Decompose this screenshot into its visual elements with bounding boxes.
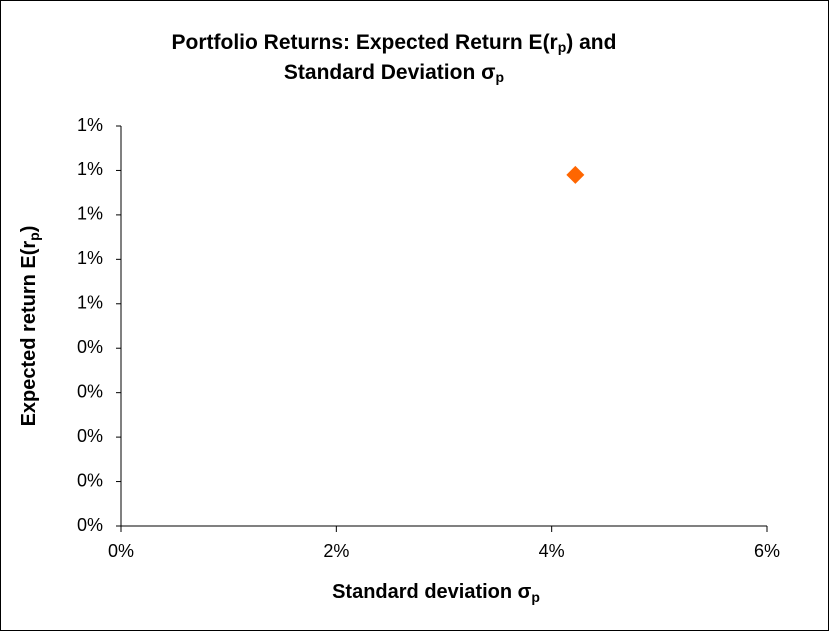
y-tick-label: 0%	[77, 426, 103, 446]
y-axis-label-part: p	[26, 232, 42, 241]
chart-title-part: Standard Deviation σ	[284, 61, 496, 84]
y-tick-label: 0%	[77, 337, 103, 357]
y-axis-label-part: )	[18, 226, 40, 233]
y-tick-label: 1%	[77, 293, 103, 313]
chart-title: Standard Deviation σp	[284, 61, 504, 85]
chart-title-part: Portfolio Returns: Expected Return E(r	[172, 31, 558, 54]
y-tick-label: 1%	[77, 204, 103, 224]
y-tick-label: 1%	[77, 115, 103, 135]
x-axis-label: Standard deviation σp	[332, 581, 540, 604]
y-axis-label-part: Expected return E(r	[18, 241, 40, 427]
x-tick-label: 0%	[108, 541, 134, 561]
y-tick-label: 0%	[77, 470, 103, 490]
x-tick-label: 2%	[323, 541, 349, 561]
x-tick-label: 4%	[539, 541, 565, 561]
chart-title-part: p	[496, 69, 505, 85]
y-tick-label: 0%	[77, 515, 103, 535]
chart-title: Portfolio Returns: Expected Return E(rp)…	[172, 31, 617, 55]
y-tick-label: 1%	[77, 159, 103, 179]
chart-title-part: ) and	[566, 31, 616, 54]
x-axis-label-part: p	[531, 589, 540, 605]
point	[566, 165, 585, 184]
y-tick-label: 0%	[77, 381, 103, 401]
chart-title-part: p	[558, 39, 567, 55]
y-axis-label: Expected return E(rp)	[18, 226, 41, 427]
y-tick-label: 1%	[77, 248, 103, 268]
x-tick-label: 6%	[754, 541, 780, 561]
x-axis-label-part: Standard deviation σ	[332, 581, 532, 603]
